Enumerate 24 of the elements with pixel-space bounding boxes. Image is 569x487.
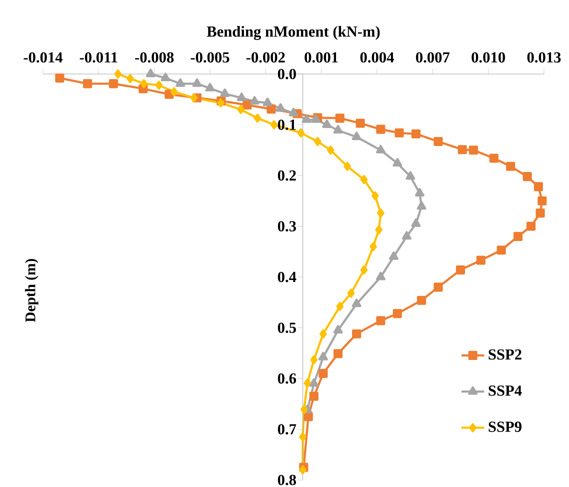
x-tick-label: -0.008	[135, 52, 174, 63]
x-tick-label: -0.014	[24, 52, 63, 63]
x-tick-label: 0.001	[304, 52, 338, 63]
x-tick-label: -0.011	[80, 52, 118, 63]
y-tick-label: 0.7	[278, 424, 296, 434]
y-tick-label: 0.1	[278, 120, 296, 130]
x-tick-label: -0.005	[190, 52, 230, 63]
legend-label: SSP9	[488, 422, 522, 432]
y-tick-label: 0.5	[278, 322, 296, 333]
y-tick-label: 0.4	[278, 272, 296, 282]
y-axis-title: Depth (m)	[25, 259, 38, 322]
x-axis-title: Bending nMoment (kN-m)	[206, 26, 380, 40]
y-tick-label: 0.8	[278, 474, 296, 486]
y-tick-label: 0.3	[278, 221, 296, 232]
x-tick-label: 0.004	[360, 52, 394, 63]
y-tick-label: 0.6	[278, 373, 296, 384]
legend-label: SSP4	[488, 386, 522, 396]
legend-label: SSP2	[488, 349, 522, 360]
x-tick-label: -0.002	[246, 52, 285, 63]
x-tick-label: 0.010	[472, 52, 506, 63]
x-tick-label: 0.013	[527, 52, 561, 63]
x-tick-label: 0.007	[416, 52, 450, 63]
y-tick-label: 0.2	[278, 170, 296, 181]
y-tick-label: 0.0	[278, 68, 296, 80]
